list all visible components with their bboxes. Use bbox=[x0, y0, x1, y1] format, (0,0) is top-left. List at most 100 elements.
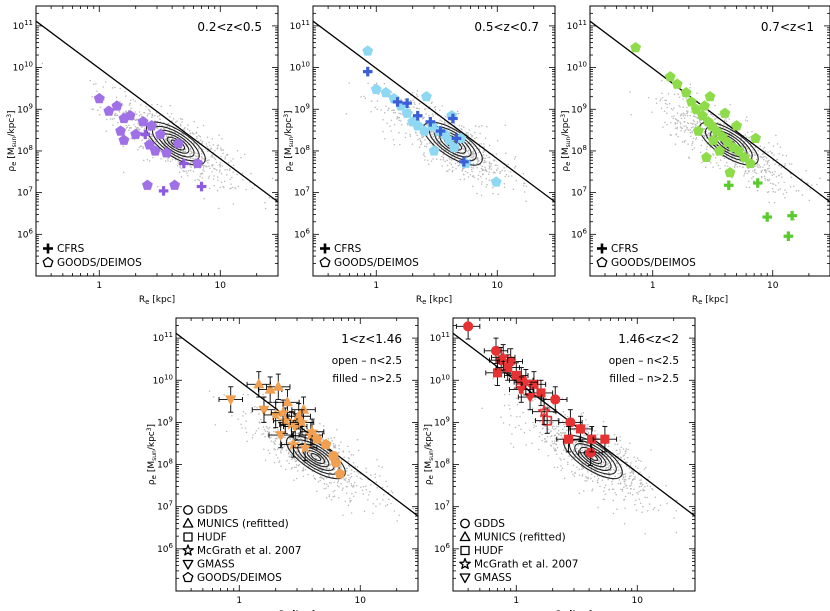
legend: CFRS GOODS/DEIMOS bbox=[42, 243, 142, 269]
data-point bbox=[192, 157, 203, 169]
y-tick-label: 106 bbox=[434, 542, 450, 555]
legend-label: HUDF bbox=[474, 545, 504, 557]
data-point bbox=[714, 145, 725, 156]
legend-label: CFRS bbox=[334, 243, 362, 255]
legend: GDDS MUNICS (refitted)HUDF McGrath et al. … bbox=[459, 518, 579, 584]
data-point bbox=[722, 136, 733, 147]
data-point bbox=[448, 113, 458, 124]
data-point bbox=[744, 157, 756, 169]
legend-label: GOODS/DEIMOS bbox=[197, 572, 282, 584]
limit-line bbox=[36, 20, 278, 203]
y-axis-label: ρe [Msun/kpc3] bbox=[146, 424, 158, 485]
data-point bbox=[362, 66, 373, 77]
legend-item: McGrath et al. 2007 bbox=[182, 544, 302, 557]
data-point bbox=[258, 405, 270, 416]
legend-label: MUNICS (refitted) bbox=[474, 532, 566, 544]
legend-item: GMASS bbox=[182, 559, 235, 571]
morphology-note: filled – n>2.5 bbox=[609, 373, 679, 385]
data-point bbox=[115, 125, 126, 136]
legend-label: GDDS bbox=[474, 518, 505, 530]
series-plus bbox=[140, 129, 207, 196]
legend-item: McGrath et al. 2007 bbox=[459, 557, 579, 571]
x-tick-label: 10 bbox=[767, 281, 779, 291]
y-tick-label: 107 bbox=[294, 186, 310, 199]
panel-3: 1 10 106 107 108 109 1010 1011 Re [kpc] ρe [Msun/… bbox=[560, 5, 830, 306]
data-point bbox=[520, 376, 532, 388]
data-point bbox=[161, 147, 172, 158]
x-tick-label: 10 bbox=[215, 281, 227, 291]
redshift-label: 1<z<1.46 bbox=[341, 332, 402, 346]
legend-item: CFRS bbox=[597, 243, 639, 255]
y-tick-label: 1011 bbox=[430, 331, 450, 344]
x-tick-label: 10 bbox=[632, 596, 644, 606]
error-bar bbox=[299, 418, 325, 445]
y-tick-label: 107 bbox=[434, 500, 450, 513]
x-tick-label: 1 bbox=[373, 281, 379, 291]
data-point bbox=[719, 107, 731, 118]
data-point bbox=[137, 116, 149, 127]
data-point bbox=[463, 321, 474, 332]
legend-item: GDDS bbox=[183, 505, 228, 517]
data-point bbox=[515, 385, 527, 396]
plot-area bbox=[36, 20, 278, 210]
x-tick-label: 1 bbox=[513, 596, 519, 606]
y-tick-label: 108 bbox=[571, 144, 587, 157]
y-tick-label: 109 bbox=[571, 102, 587, 115]
legend-label: GMASS bbox=[197, 559, 235, 571]
data-point bbox=[320, 438, 332, 450]
axis-ticks bbox=[312, 5, 556, 277]
data-point bbox=[600, 434, 610, 444]
data-point bbox=[142, 179, 153, 190]
y-tick-label: 1011 bbox=[13, 19, 33, 32]
panel-1: 1 10 106 107 108 109 1010 1011 Re [kpc] ρe [Msun/… bbox=[6, 5, 279, 306]
legend-label: McGrath et al. 2007 bbox=[197, 545, 302, 557]
morphology-note: open – n<2.5 bbox=[332, 355, 402, 367]
data-point bbox=[565, 417, 576, 428]
background-galaxy-cloud bbox=[629, 80, 822, 221]
series-square bbox=[534, 407, 560, 434]
axis-ticks bbox=[35, 5, 279, 277]
data-point bbox=[118, 112, 130, 124]
series-star bbox=[263, 399, 325, 461]
series-triangle bbox=[246, 371, 316, 430]
data-point bbox=[392, 97, 403, 107]
legend: CFRS GOODS/DEIMOS bbox=[319, 243, 419, 269]
data-point bbox=[711, 125, 722, 136]
y-tick-label: 109 bbox=[294, 102, 310, 115]
series-pentagon bbox=[630, 42, 761, 178]
y-tick-label: 1011 bbox=[567, 19, 587, 32]
morphology-note: open – n<2.5 bbox=[609, 355, 679, 367]
data-point bbox=[370, 83, 382, 94]
data-point bbox=[448, 142, 460, 153]
x-tick-label: 1 bbox=[650, 281, 656, 291]
data-point bbox=[118, 134, 130, 145]
data-point bbox=[144, 139, 155, 150]
legend-label: HUDF bbox=[197, 532, 227, 544]
data-point bbox=[701, 151, 712, 162]
data-point bbox=[225, 395, 237, 406]
limit-line bbox=[313, 20, 555, 203]
legend-label: GOODS/DEIMOS bbox=[334, 257, 419, 269]
data-point bbox=[93, 93, 105, 104]
y-tick-label: 108 bbox=[294, 144, 310, 157]
data-point bbox=[693, 125, 704, 136]
legend-label: CFRS bbox=[611, 243, 639, 255]
data-point bbox=[149, 145, 161, 156]
data-point bbox=[708, 134, 719, 145]
data-point bbox=[550, 394, 561, 405]
data-point bbox=[279, 414, 292, 426]
axis-ticks bbox=[175, 317, 419, 592]
data-point bbox=[111, 100, 123, 111]
plot-area bbox=[176, 332, 418, 522]
data-point bbox=[537, 405, 551, 418]
y-tick-label: 1011 bbox=[290, 19, 310, 32]
y-axis-label: ρe [Msun/kpc3] bbox=[6, 110, 18, 171]
data-point bbox=[576, 424, 586, 434]
redshift-label: 0.5<z<0.7 bbox=[474, 20, 539, 34]
data-point bbox=[699, 100, 710, 111]
y-tick-label: 1011 bbox=[153, 331, 173, 344]
legend-label: McGrath et al. 2007 bbox=[474, 559, 579, 571]
y-tick-label: 107 bbox=[17, 186, 33, 199]
data-point bbox=[686, 96, 697, 107]
